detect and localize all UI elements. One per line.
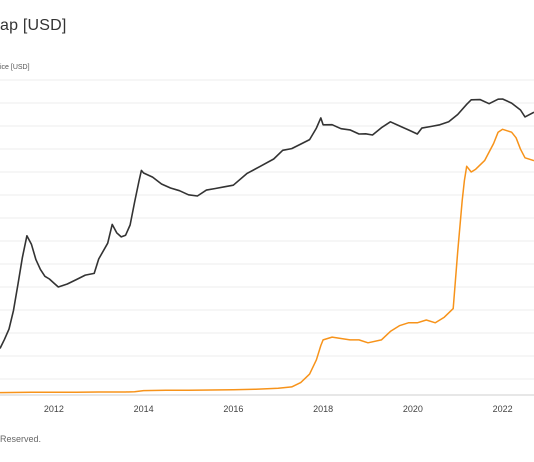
x-tick-label: 2022 <box>493 404 513 414</box>
series-lines <box>0 98 534 394</box>
x-tick-label: 2014 <box>134 404 154 414</box>
copyright-footer: Reserved. <box>0 434 42 444</box>
market-cap-series-line <box>0 128 534 394</box>
x-tick-label: 2018 <box>313 404 333 414</box>
grid-lines <box>0 79 534 396</box>
price-series-line <box>0 98 534 349</box>
chart-title: ap [USD] <box>0 17 67 34</box>
x-tick-label: 2020 <box>403 404 423 414</box>
legend-label: ice [USD] <box>0 64 30 71</box>
x-tick-labels: 2012 2014 2016 2018 2020 2022 <box>44 404 513 414</box>
x-tick-label: 2016 <box>223 404 243 414</box>
x-tick-label: 2012 <box>44 404 64 414</box>
